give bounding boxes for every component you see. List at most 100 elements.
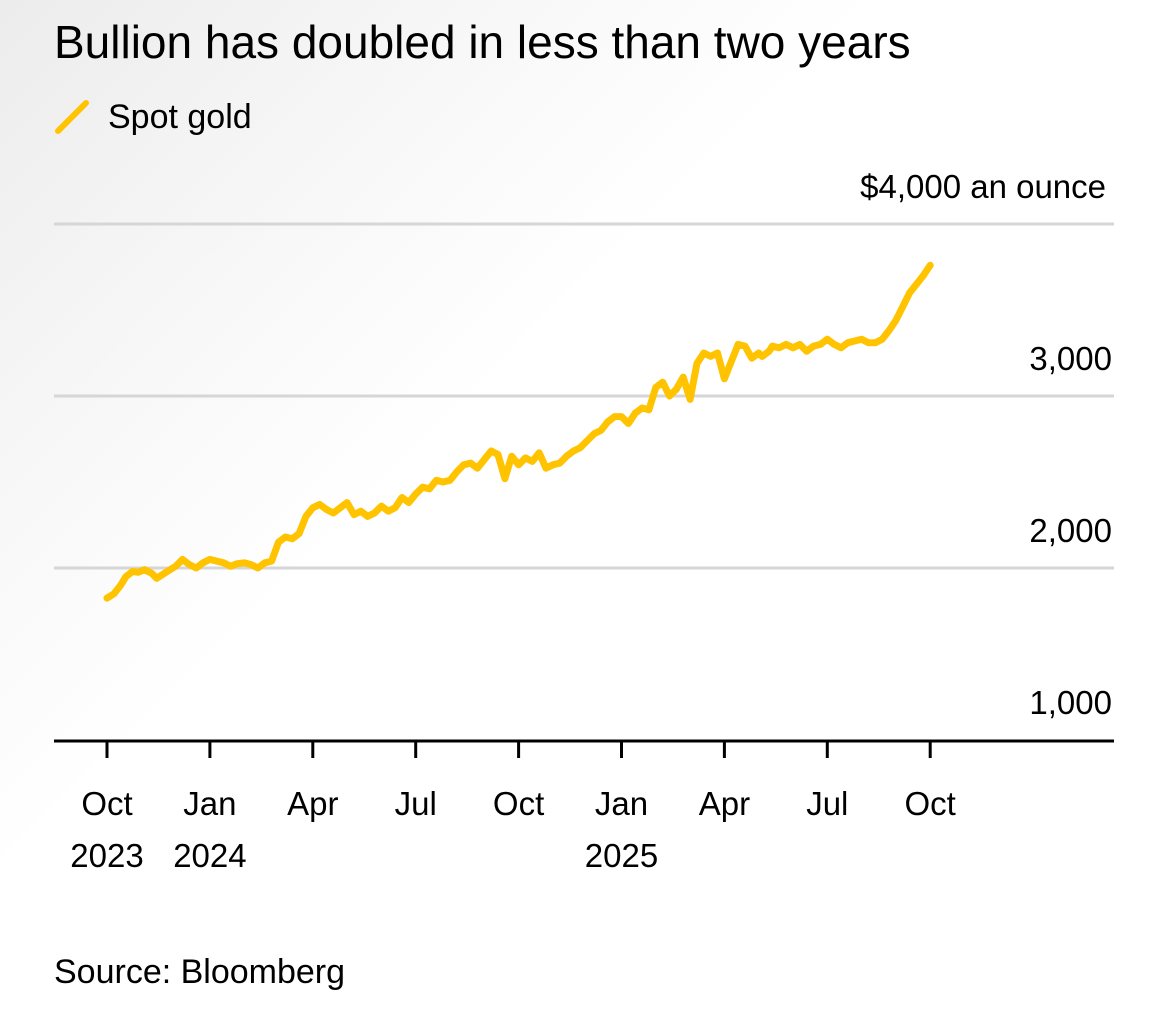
data-point [570, 448, 577, 454]
data-point [769, 343, 776, 350]
data-point [625, 420, 632, 427]
data-point [213, 558, 220, 565]
data-point [790, 344, 796, 351]
data-point [419, 484, 426, 491]
data-point [433, 477, 440, 484]
data-point [186, 561, 193, 568]
data-point [748, 355, 755, 362]
data-point [556, 460, 563, 467]
data-point [117, 582, 124, 589]
data-point [851, 338, 858, 344]
x-tick-sublabel-1: 2024 [173, 837, 246, 874]
data-point [766, 348, 772, 355]
data-point [783, 341, 790, 348]
x-axis: Oct 2023 Jan 2024 Apr Jul Oct Jan 2025 Apr Jul Oct [54, 739, 1114, 874]
data-point [652, 384, 659, 391]
data-point [803, 348, 810, 355]
line-chart: $4,000 an ounce 3,000 2,000 1,000 Oct 2023 Ja… [54, 168, 1114, 874]
data-point [817, 341, 824, 348]
data-point [584, 437, 591, 444]
data-point [707, 353, 714, 360]
data-point [309, 504, 316, 511]
data-point [330, 510, 337, 516]
data-point [316, 501, 323, 508]
data-point [148, 570, 155, 577]
data-point [447, 477, 453, 484]
data-point [241, 559, 248, 566]
series-line-spot-gold [103, 261, 934, 602]
gridlines [54, 222, 1114, 570]
data-point [371, 510, 378, 516]
data-point [604, 418, 611, 425]
data-point [522, 454, 529, 461]
x-tick-label-2: Apr [287, 785, 338, 822]
data-point [597, 427, 604, 434]
data-point [508, 453, 515, 460]
data-point [405, 499, 412, 506]
y-axis-labels: $4,000 an ounce 3,000 2,000 1,000 [860, 168, 1112, 721]
legend: Spot gold [54, 94, 252, 140]
data-point [460, 461, 467, 468]
data-point [193, 565, 200, 571]
data-point [261, 559, 268, 566]
data-point [844, 339, 851, 346]
y-tick-label-1000: 1,000 [1029, 684, 1112, 721]
data-point [495, 451, 501, 458]
x-tick-label-5: Jan [595, 785, 648, 822]
data-point [206, 556, 213, 563]
data-point [179, 556, 186, 563]
data-point [639, 405, 646, 411]
data-point [172, 563, 179, 570]
data-point [248, 561, 255, 568]
data-point [385, 508, 392, 515]
data-point [158, 571, 165, 578]
data-point [927, 262, 934, 269]
data-point [275, 539, 282, 546]
data-point [563, 453, 570, 460]
data-point [776, 344, 783, 351]
x-tick-label-3: Jul [395, 785, 437, 822]
data-point [899, 303, 906, 310]
data-point [742, 343, 748, 350]
data-point [104, 595, 110, 602]
data-point [700, 350, 707, 356]
data-point [296, 530, 303, 537]
data-point [110, 590, 117, 597]
data-point [122, 573, 129, 580]
data-point [759, 353, 766, 360]
data-point [227, 563, 234, 570]
data-point [666, 393, 673, 399]
data-point [865, 339, 872, 346]
data-point [673, 386, 680, 393]
x-tick-label-8: Oct [905, 785, 956, 822]
data-point [618, 413, 625, 420]
data-point [289, 535, 296, 542]
data-point [731, 350, 738, 356]
legend-label: Spot gold [108, 98, 252, 136]
x-tick-label-4: Oct [493, 785, 544, 822]
data-point [129, 568, 136, 575]
data-point [735, 341, 742, 348]
data-point [268, 558, 275, 565]
data-point [577, 444, 584, 451]
data-point [591, 430, 598, 437]
data-point [515, 461, 522, 468]
x-tick-label-1: Jan [183, 785, 236, 822]
data-point [501, 475, 508, 482]
data-point [687, 396, 694, 403]
data-point [474, 465, 481, 472]
data-point [323, 506, 330, 513]
data-point [302, 513, 309, 520]
data-point [220, 559, 227, 566]
data-point [412, 491, 419, 497]
y-tick-label-2000: 2,000 [1029, 512, 1112, 549]
data-point [165, 567, 172, 574]
data-point [872, 339, 879, 346]
data-point [611, 413, 618, 420]
data-point [351, 511, 357, 518]
data-point [831, 341, 838, 348]
data-point [440, 479, 447, 485]
data-point [344, 499, 351, 506]
data-point [721, 375, 728, 382]
data-point [337, 504, 344, 511]
